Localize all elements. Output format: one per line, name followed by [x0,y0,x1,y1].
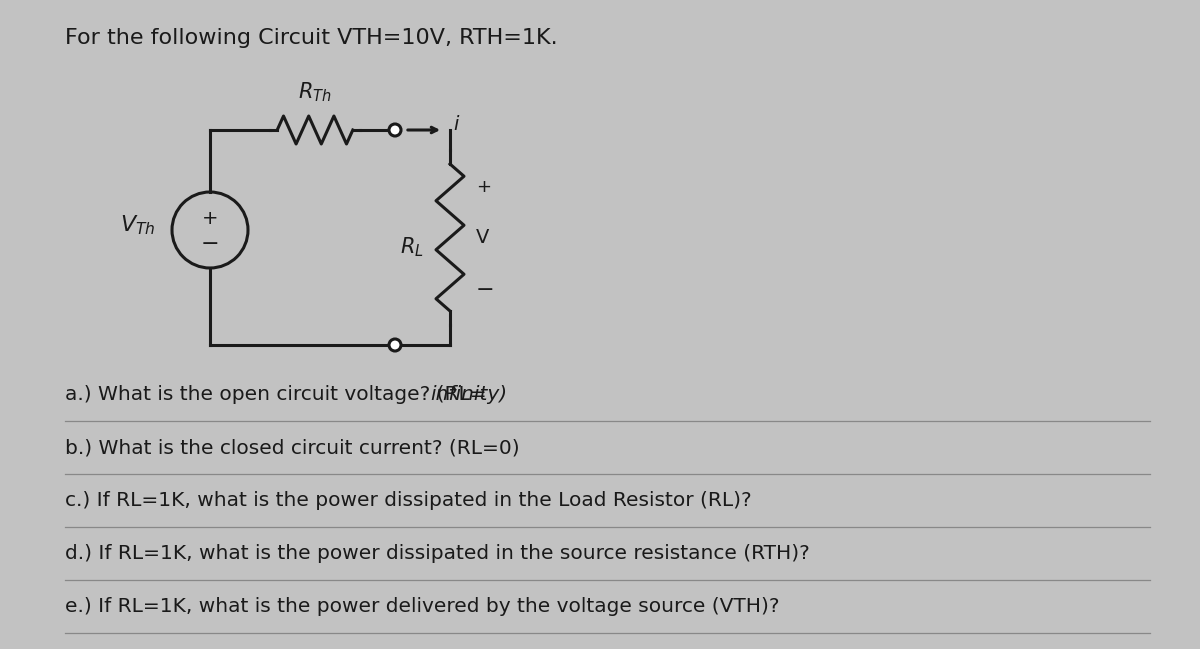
Text: c.) If RL=1K, what is the power dissipated in the Load Resistor (RL)?: c.) If RL=1K, what is the power dissipat… [65,491,751,510]
Text: a.) What is the open circuit voltage? (RL=: a.) What is the open circuit voltage? (R… [65,385,487,404]
Text: −: − [200,234,220,254]
Text: e.) If RL=1K, what is the power delivered by the voltage source (VTH)?: e.) If RL=1K, what is the power delivere… [65,597,780,616]
Text: For the following Circuit VTH=10V, RTH=1K.: For the following Circuit VTH=10V, RTH=1… [65,28,558,48]
Text: +: + [202,208,218,228]
Text: $R_{Th}$: $R_{Th}$ [298,80,332,104]
Text: i: i [454,116,458,134]
Circle shape [389,124,401,136]
Text: $V_{Th}$: $V_{Th}$ [120,214,156,237]
Text: V: V [476,228,490,247]
Text: +: + [476,178,491,197]
Circle shape [389,339,401,351]
Text: −: − [476,280,494,299]
Text: infinity): infinity) [431,385,508,404]
Text: $R_L$: $R_L$ [400,236,424,260]
Text: d.) If RL=1K, what is the power dissipated in the source resistance (RTH)?: d.) If RL=1K, what is the power dissipat… [65,544,810,563]
Text: b.) What is the closed circuit current? (RL=0): b.) What is the closed circuit current? … [65,438,520,457]
